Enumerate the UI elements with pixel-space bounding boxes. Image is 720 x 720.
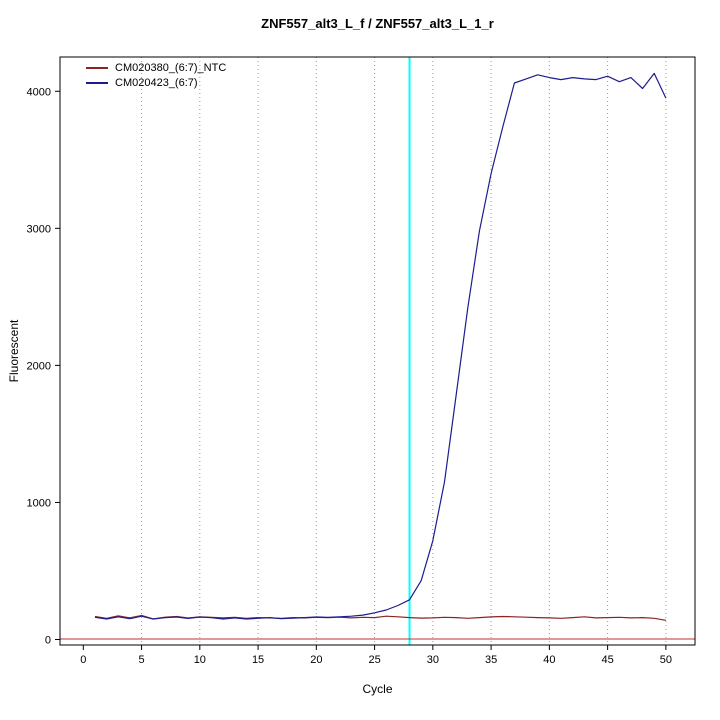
x-axis-label: Cycle (362, 682, 393, 696)
legend-swatch-0 (86, 66, 108, 69)
legend-swatch-1 (86, 81, 108, 84)
y-tick-label: 4000 (27, 86, 51, 98)
y-tick-label: 2000 (27, 360, 51, 372)
series-line-1 (94, 72, 667, 620)
x-tick-label: 50 (660, 654, 672, 666)
legend-label-ntc: CM020380_(6:7)_NTC (115, 61, 227, 74)
x-tick-label: 10 (194, 654, 206, 666)
legend-item-sample: CM020423_(6:7) (86, 76, 226, 89)
x-tick-label: 35 (485, 654, 497, 666)
y-axis-label: Fluorescent (7, 319, 21, 383)
x-tick-label: 20 (310, 654, 322, 666)
plot-frame (59, 56, 696, 646)
x-tick-label: 15 (252, 654, 264, 666)
chart-title: ZNF557_alt3_L_f / ZNF557_alt3_L_1_r (261, 16, 494, 31)
x-tick-label: 25 (368, 654, 380, 666)
x-tick-label: 5 (138, 654, 144, 666)
x-tick-label: 0 (80, 654, 86, 666)
y-tick-label: 0 (45, 635, 51, 647)
y-tick-label: 1000 (27, 497, 51, 509)
x-tick-label: 40 (543, 654, 555, 666)
x-tick-label: 45 (601, 654, 613, 666)
legend: CM020380_(6:7)_NTC CM020423_(6:7) (86, 61, 226, 89)
legend-label-sample: CM020423_(6:7) (115, 76, 198, 89)
x-tick-label: 30 (427, 654, 439, 666)
legend-item-ntc: CM020380_(6:7)_NTC (86, 61, 226, 74)
y-tick-label: 3000 (27, 223, 51, 235)
